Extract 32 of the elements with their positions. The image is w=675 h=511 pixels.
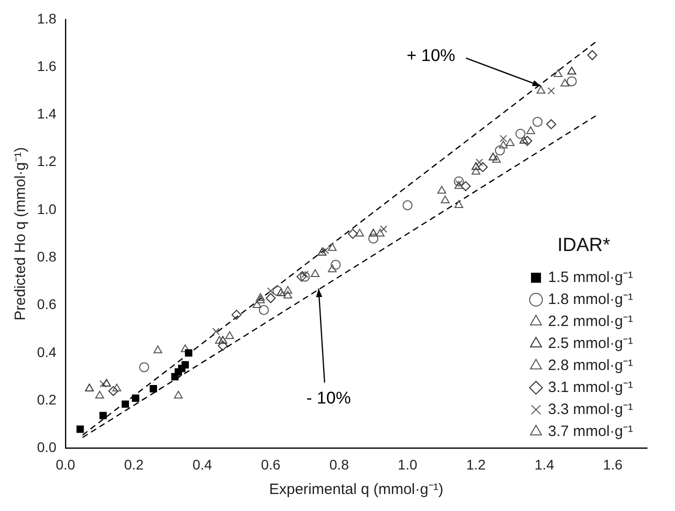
legend-label: 1.8 mmol·g⁻¹ xyxy=(548,290,634,308)
x-tick-label: 1.4 xyxy=(534,456,554,472)
legend-label: 2.8 mmol·g⁻¹ xyxy=(548,356,634,374)
x-tick-label: 0.6 xyxy=(260,456,281,472)
y-tick-label: 0.6 xyxy=(36,296,57,312)
y-tick-label: 0.8 xyxy=(36,248,57,264)
x-tick-label: 1.6 xyxy=(603,456,623,472)
y-tick-label: 1.0 xyxy=(36,200,57,217)
y-tick-label: 1.2 xyxy=(36,153,57,170)
x-tick-label: 1.2 xyxy=(466,456,486,472)
y-tick-label: 0.0 xyxy=(36,439,57,456)
legend-label: 2.5 mmol·g⁻¹ xyxy=(548,334,634,352)
x-axis-title: Experimental q (mmol·g⁻¹) xyxy=(269,481,444,498)
y-tick-label: 1.4 xyxy=(36,106,57,122)
legend-label: 1.5 mmol·g⁻¹ xyxy=(548,268,634,286)
y-tick-label: 0.4 xyxy=(36,344,57,360)
y-tick-label: 1.6 xyxy=(36,58,57,74)
y-tick-label: 1.8 xyxy=(36,10,57,26)
legend-label: 2.2 mmol·g⁻¹ xyxy=(548,312,634,330)
y-axis-title: Predicted Ho q (mmol·g⁻¹) xyxy=(12,147,30,320)
annotation: + 10% xyxy=(406,46,456,65)
legend-label: 3.1 mmol·g⁻¹ xyxy=(548,378,634,396)
x-tick-label: 0.2 xyxy=(124,456,144,472)
legend-label: 3.7 mmol·g⁻¹ xyxy=(548,422,634,440)
x-tick-label: 0.0 xyxy=(56,456,76,472)
legend-label: 3.3 mmol·g⁻¹ xyxy=(548,400,634,418)
x-tick-label: 0.4 xyxy=(192,456,212,472)
x-tick-label: 1.0 xyxy=(398,456,418,472)
legend-title: IDAR* xyxy=(557,235,611,256)
y-tick-label: 0.2 xyxy=(36,391,57,408)
x-tick-label: 0.8 xyxy=(329,456,350,472)
annotation: - 10% xyxy=(306,388,351,408)
